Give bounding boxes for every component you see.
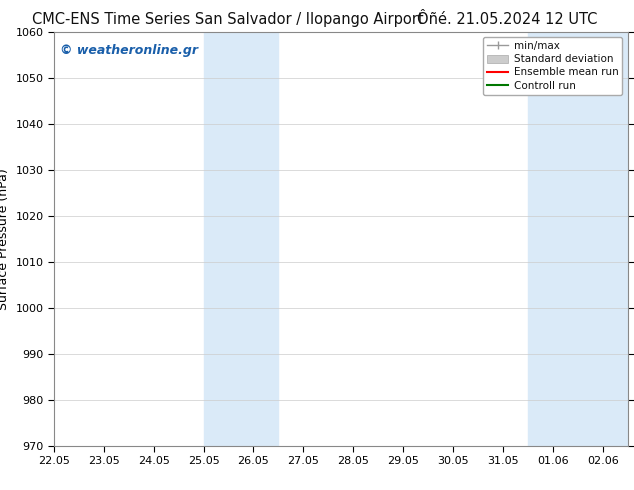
Text: Ôñé. 21.05.2024 12 UTC: Ôñé. 21.05.2024 12 UTC: [417, 12, 597, 27]
Text: CMC-ENS Time Series San Salvador / Ilopango Airport: CMC-ENS Time Series San Salvador / Ilopa…: [32, 12, 424, 27]
Y-axis label: Surface Pressure (hPa): Surface Pressure (hPa): [0, 168, 10, 310]
Bar: [204, 32, 278, 446]
Legend: min/max, Standard deviation, Ensemble mean run, Controll run: min/max, Standard deviation, Ensemble me…: [483, 37, 623, 95]
Text: © weatheronline.gr: © weatheronline.gr: [60, 44, 198, 57]
Bar: [528, 32, 628, 446]
